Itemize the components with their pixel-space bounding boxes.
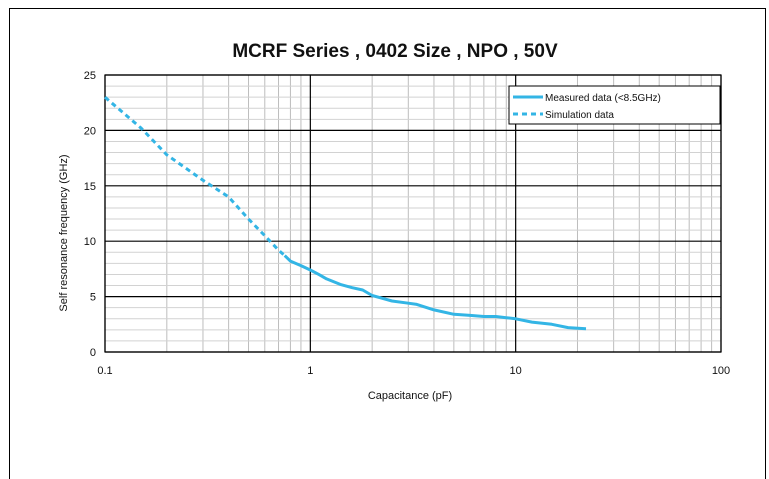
plot-border: [104, 74, 722, 353]
series-line-simulation: [104, 96, 286, 257]
y-tick-label: 15: [84, 181, 96, 193]
series-line-measured: [283, 254, 587, 331]
y-tick-label: 10: [84, 236, 96, 248]
axes: 0 5 10 15 20 25 0.1 1 10 100: [84, 70, 730, 377]
y-tick-label: 25: [84, 70, 96, 82]
chart-frame: [9, 8, 766, 479]
plot-series: [104, 96, 587, 331]
legend-box: [508, 85, 721, 125]
x-tick-label: 1: [307, 365, 313, 377]
legend: Measured data (<8.5GHz) Simulation data: [508, 85, 721, 125]
y-tick-label: 5: [90, 292, 96, 304]
x-tick-label: 0.1: [97, 365, 112, 377]
x-axis-label: Capacitance (pF): [368, 390, 452, 402]
y-tick-label: 20: [84, 125, 96, 137]
x-tick-label: 10: [510, 365, 522, 377]
x-tick-label: 100: [712, 365, 730, 377]
legend-label: Measured data (<8.5GHz): [545, 93, 661, 104]
y-axis-label: Self resonance frequency (GHz): [58, 154, 70, 311]
y-tick-label: 0: [90, 347, 96, 359]
legend-label: Simulation data: [545, 110, 614, 121]
chart-title: MCRF Series , 0402 Size , NPO , 50V: [232, 41, 558, 62]
